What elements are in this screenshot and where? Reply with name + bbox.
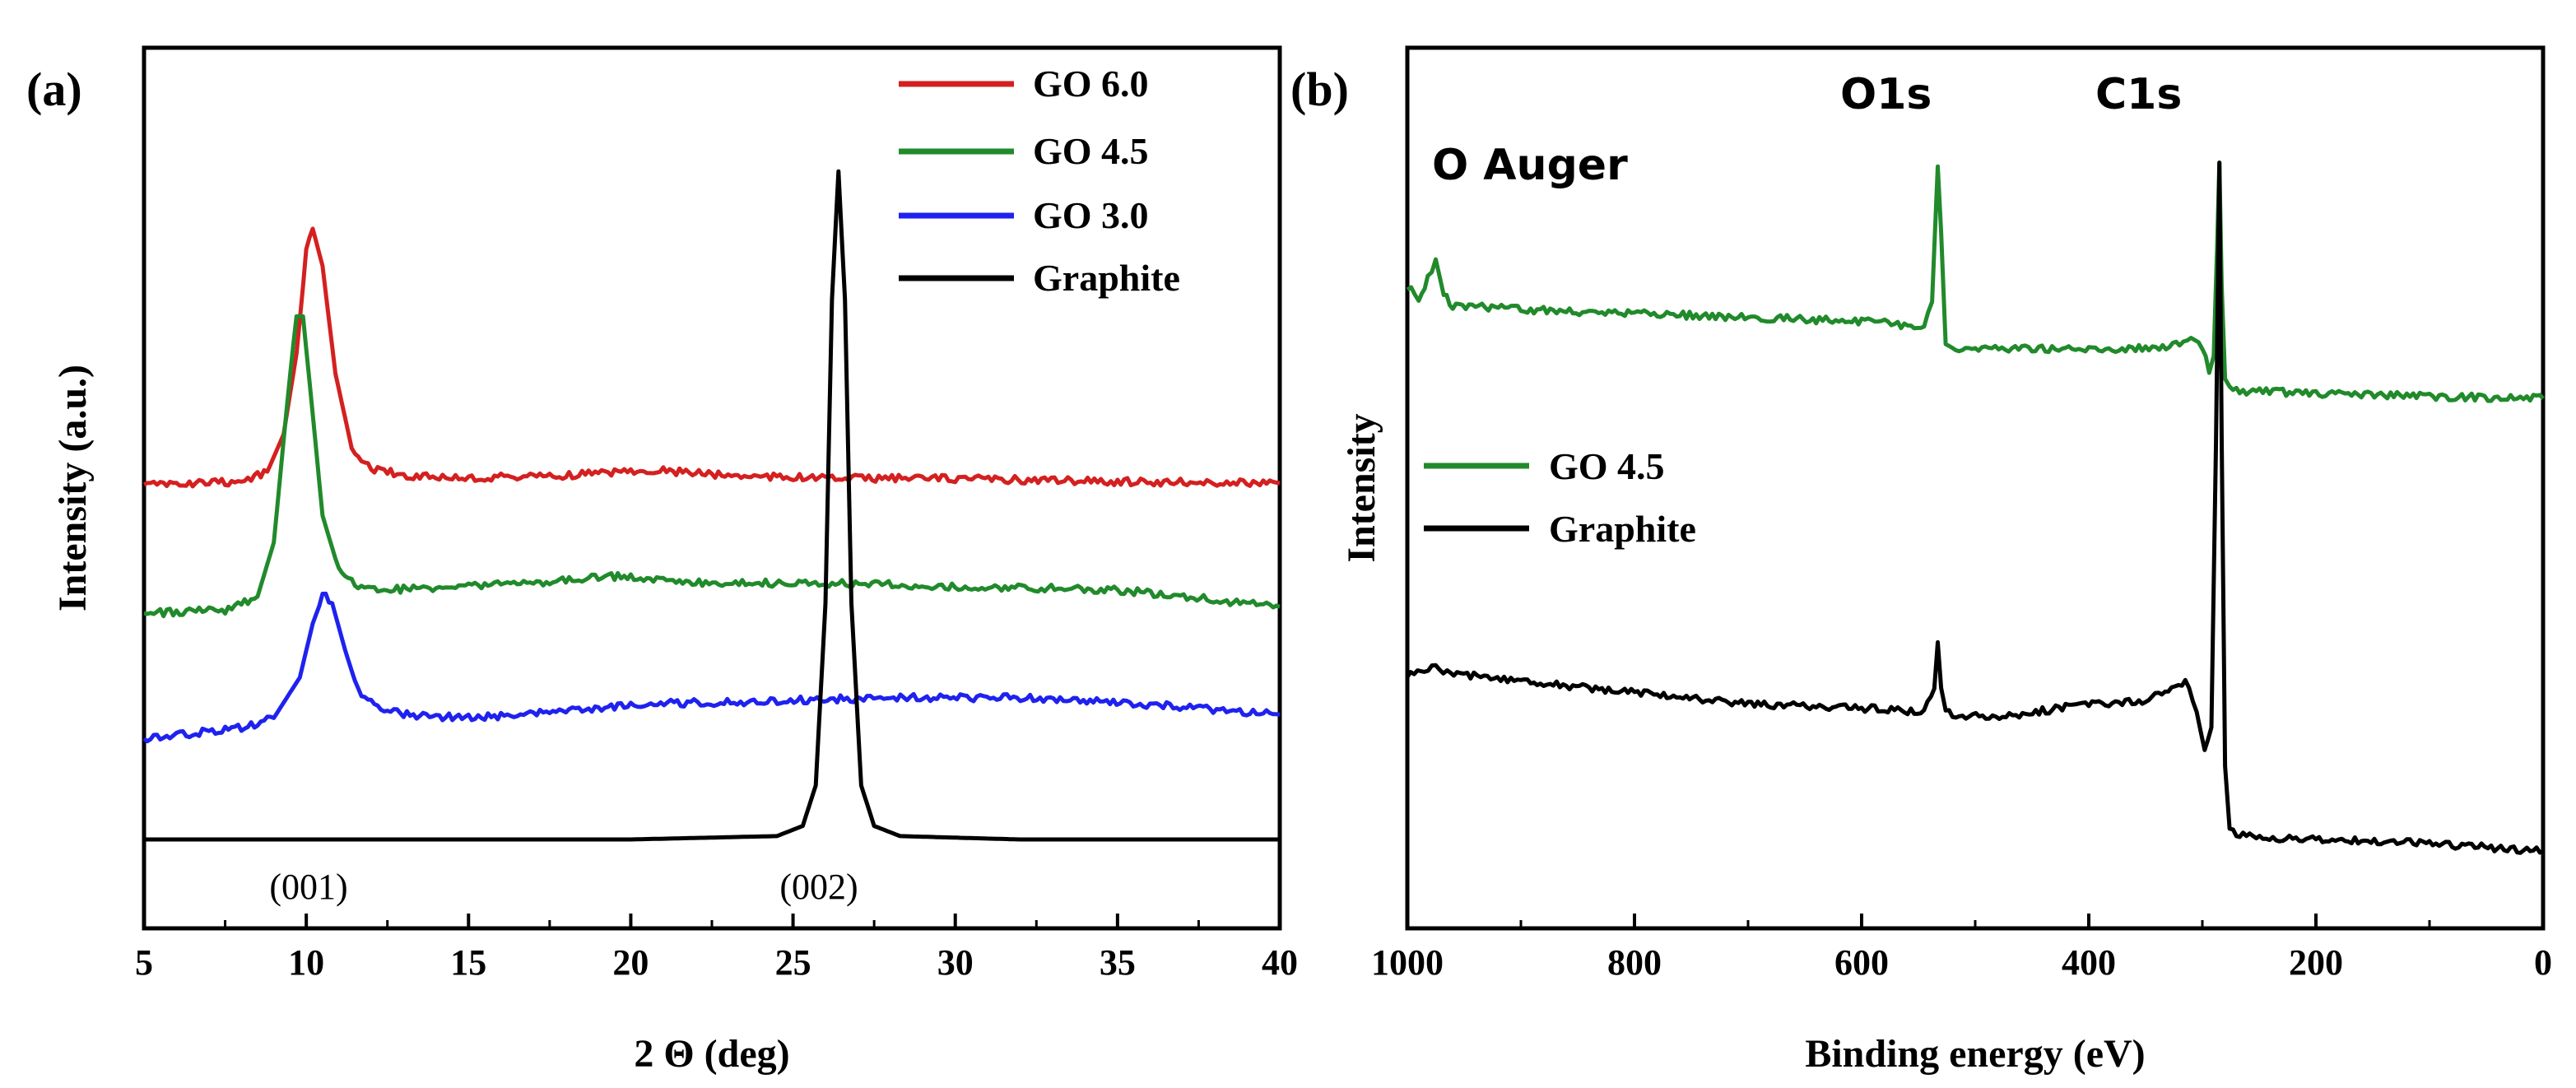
annotation-o-auger: O Auger xyxy=(1432,141,1628,190)
series-line-a-go-6-0 xyxy=(142,226,1281,489)
y-axis-label-a: Intensity (a.u.) xyxy=(51,365,95,611)
x-tick-label-b-200: 200 xyxy=(2289,942,2343,983)
legend-label-go-3-0: GO 3.0 xyxy=(1033,194,1149,236)
x-tick-label-b-800: 800 xyxy=(1607,942,1662,983)
panel-label-b: (b) xyxy=(1290,63,1349,116)
x-tick-label-a-40: 40 xyxy=(1262,942,1298,983)
x-axis-ticks-b xyxy=(1406,914,2545,928)
series-line-a-go-4-5 xyxy=(143,314,1281,619)
series-group-a xyxy=(142,169,1281,842)
x-tick-label-a-35: 35 xyxy=(1100,942,1136,983)
y-axis-label-b: Intensity xyxy=(1340,413,1383,562)
legend-b: GO 4.5 Graphite xyxy=(1424,445,1696,550)
x-tick-label-b-400: 400 xyxy=(2062,942,2116,983)
annotation-o1s: O1s xyxy=(1840,70,1932,119)
series-line-a-go-3-0 xyxy=(142,591,1281,744)
x-tick-label-a-25: 25 xyxy=(775,942,811,983)
x-axis-ticklabels-a: 5 10 15 20 25 30 35 40 xyxy=(135,942,1298,983)
panel-a: (a) 5 10 15 20 25 30 35 40 2 Θ (deg) Intensity … xyxy=(26,45,1298,1076)
x-axis-ticks-a xyxy=(142,914,1281,928)
panel-b: (b) 1000 800 600 400 200 0 Binding energy (eV… xyxy=(1290,45,2552,1076)
x-tick-label-b-0: 0 xyxy=(2534,942,2552,983)
x-tick-label-b-1000: 1000 xyxy=(1371,942,1444,983)
annotation-002: (002) xyxy=(779,867,858,907)
x-tick-label-a-20: 20 xyxy=(612,942,649,983)
legend-a: GO 6.0 GO 4.5 GO 3.0 Graphite xyxy=(899,63,1180,299)
series-line-b-go-4-5 xyxy=(1406,160,2545,403)
x-axis-label-b: Binding energy (eV) xyxy=(1805,1032,2145,1076)
legend-label-go-6-0: GO 6.0 xyxy=(1033,63,1149,105)
x-axis-ticklabels-b: 1000 800 600 400 200 0 xyxy=(1371,942,2552,983)
panel-label-a: (a) xyxy=(26,63,82,116)
series-line-b-graphite xyxy=(1405,160,2544,855)
series-group-b xyxy=(1405,160,2545,855)
legend-label-go-4-5-b: GO 4.5 xyxy=(1549,445,1665,487)
plot-frame-a xyxy=(142,45,1282,931)
legend-label-go-4-5: GO 4.5 xyxy=(1033,130,1149,172)
x-tick-label-a-5: 5 xyxy=(135,942,153,983)
x-tick-label-a-15: 15 xyxy=(450,942,486,983)
x-tick-label-a-30: 30 xyxy=(937,942,974,983)
x-tick-label-b-600: 600 xyxy=(1834,942,1889,983)
x-tick-label-a-10: 10 xyxy=(288,942,324,983)
legend-label-graphite-b: Graphite xyxy=(1549,508,1696,550)
series-line-a-graphite xyxy=(144,169,1280,842)
legend-label-graphite: Graphite xyxy=(1033,257,1180,299)
x-axis-label-a: 2 Θ (deg) xyxy=(634,1032,789,1076)
annotation-c1s: C1s xyxy=(2095,70,2182,119)
annotation-001: (001) xyxy=(269,867,347,907)
